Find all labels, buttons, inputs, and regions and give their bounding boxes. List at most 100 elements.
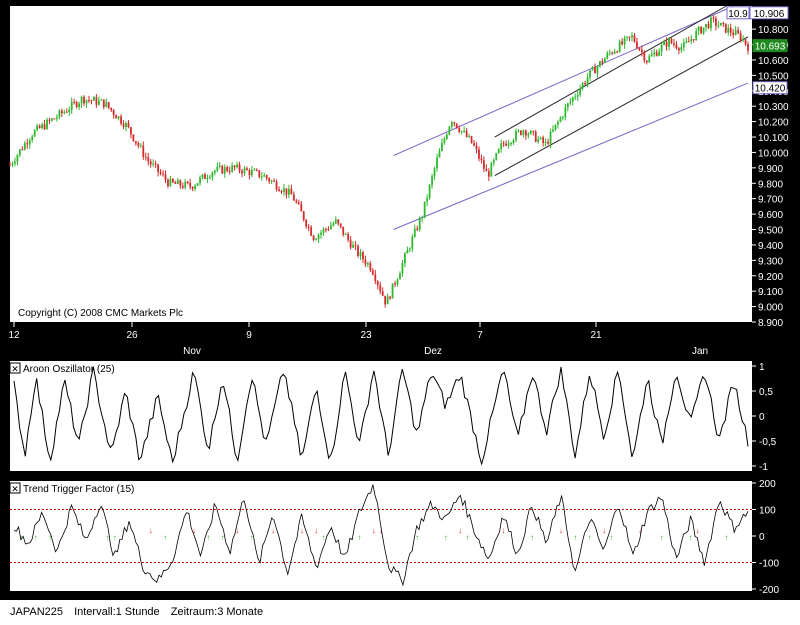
ttf-signal-up: ↑ <box>660 533 664 542</box>
candle-body <box>152 163 155 165</box>
candle-body <box>537 138 540 142</box>
candle-body <box>690 39 693 42</box>
ttf-signal-down: ↓ <box>372 526 376 535</box>
candle-body <box>63 111 66 114</box>
candle-body <box>149 161 152 165</box>
candle-body <box>181 185 184 188</box>
candle-body <box>391 283 394 299</box>
trend-channel-line <box>494 36 749 176</box>
candle-body <box>510 142 512 144</box>
close-icon: ✕ <box>11 364 19 374</box>
candle-body <box>433 168 436 177</box>
candle-body <box>307 226 310 228</box>
candle-body <box>636 41 638 49</box>
candle-body <box>532 130 535 132</box>
ttf-y-tick-label: 0 <box>759 532 765 543</box>
candle-body <box>260 176 263 178</box>
aroon-y-tick-label: 0,5 <box>759 387 773 398</box>
ttf-signal-up: ↑ <box>588 533 592 542</box>
price-label-partial: 10.9 <box>728 9 748 20</box>
ttf-signal-up: ↑ <box>321 533 325 542</box>
ttf-panel <box>10 481 752 591</box>
candle-body <box>673 43 675 45</box>
candle-body <box>522 130 525 135</box>
candle-body <box>115 115 118 119</box>
candle-body <box>658 51 661 56</box>
candle-body <box>724 23 727 33</box>
candle-body <box>485 168 488 172</box>
candle-body <box>231 165 234 172</box>
aroon-title: Aroon Oszillator (25) <box>23 364 115 375</box>
candle-body <box>132 134 135 142</box>
candle-body <box>265 175 268 179</box>
candle-body <box>524 130 527 136</box>
candle-body <box>102 99 105 107</box>
candle-body <box>702 27 705 34</box>
candle-body <box>710 17 712 29</box>
candle-body <box>11 163 14 165</box>
candle-body <box>107 102 110 108</box>
candle-body <box>478 149 480 159</box>
candle-body <box>386 296 389 305</box>
close-icon: ✕ <box>11 484 19 494</box>
candle-body <box>613 51 616 54</box>
candle-body <box>408 248 411 250</box>
candle-body <box>500 143 503 149</box>
ttf-close-button[interactable] <box>9 482 21 494</box>
candle-body <box>606 53 609 59</box>
candle-body <box>9 164 11 166</box>
candle-body <box>65 111 68 113</box>
price-label-partial-box <box>726 6 750 20</box>
candle-body <box>196 183 199 186</box>
candle-body <box>134 141 137 144</box>
candle-body <box>236 164 238 168</box>
candle-body <box>26 143 29 145</box>
candle-body <box>719 22 722 26</box>
candle-body <box>574 96 577 98</box>
candle-body <box>428 184 431 199</box>
candle-body <box>468 136 470 138</box>
candle-body <box>43 124 46 129</box>
candle-body <box>312 235 315 240</box>
candle-body <box>732 32 735 36</box>
candle-body <box>85 99 88 104</box>
candle-body <box>90 100 93 102</box>
candle-body <box>623 37 626 45</box>
candle-body <box>737 30 740 34</box>
ttf-line <box>13 484 749 587</box>
candle-body <box>253 169 256 171</box>
y-tick-label: 10.300 <box>758 102 789 113</box>
ttf-series-path <box>13 484 749 587</box>
candle-body <box>322 228 325 233</box>
candle-body <box>715 18 717 26</box>
ttf-signal-down: ↓ <box>379 526 383 535</box>
aroon-close-button[interactable] <box>9 362 21 374</box>
ttf-y-tick-label: -100 <box>759 559 779 570</box>
candle-body <box>127 122 130 128</box>
candle-body <box>110 107 113 111</box>
candle-body <box>359 252 362 256</box>
aroon-y-tick-label: 1 <box>759 362 765 373</box>
candle-body <box>626 36 628 38</box>
candle-body <box>48 119 51 121</box>
candle-body <box>665 41 668 47</box>
copyright-text: Copyright (C) 2008 CMC Markets Plc <box>18 308 183 319</box>
candle-body <box>342 226 345 235</box>
candle-body <box>226 167 229 171</box>
candle-body <box>707 23 710 29</box>
ttf-signal-down: ↓ <box>458 526 462 535</box>
candle-body <box>95 97 98 105</box>
candle-body <box>290 188 293 195</box>
candle-body <box>423 201 426 217</box>
candle-body <box>559 117 562 122</box>
candle-body <box>122 123 125 128</box>
candle-body <box>601 61 604 63</box>
candle-body <box>169 178 172 187</box>
candle-body <box>159 172 162 174</box>
candle-body <box>453 122 456 124</box>
candle-body <box>310 226 313 236</box>
candle-body <box>747 44 749 51</box>
ttf-signal-down: ↓ <box>271 526 275 535</box>
candle-body <box>700 26 703 34</box>
candle-body <box>268 178 271 182</box>
